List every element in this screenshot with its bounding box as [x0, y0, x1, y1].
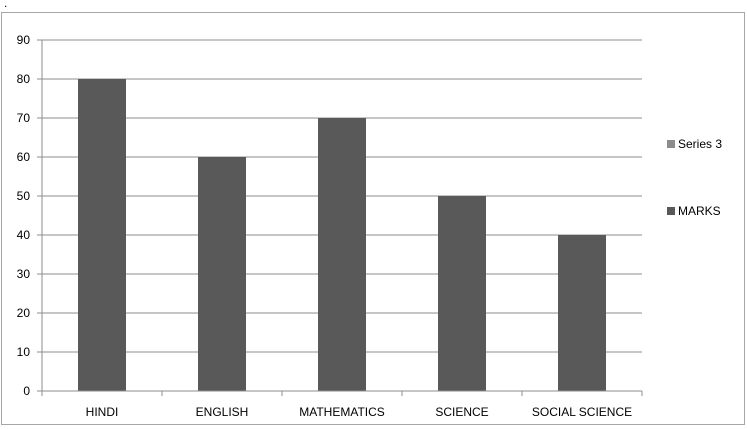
- legend-swatch: [667, 140, 675, 148]
- legend-swatch: [667, 207, 675, 215]
- y-tick-label: 90: [17, 33, 31, 47]
- corner-mark: .: [4, 0, 7, 10]
- x-tick-label: SOCIAL SCIENCE: [532, 405, 632, 419]
- x-tick-labels: HINDI ENGLISH MATHEMATICS SCIENCE SOCIAL SCI…: [41, 391, 643, 419]
- bar-hindi: [78, 79, 126, 391]
- bar-science: [438, 196, 486, 391]
- y-tick-label: 0: [23, 384, 30, 398]
- legend-label: MARKS: [678, 204, 721, 218]
- x-tick-label: MATHEMATICS: [299, 405, 385, 419]
- y-tick-label: 40: [17, 228, 31, 242]
- bar-english: [198, 157, 246, 391]
- y-tick-label: 20: [17, 306, 31, 320]
- y-tick-label: 80: [17, 72, 31, 86]
- y-tick-labels: 0 10 20 30 40 50 60 70 80 90: [17, 33, 42, 398]
- bar-social-science: [558, 235, 606, 391]
- legend-label: Series 3: [678, 137, 722, 151]
- y-tick-label: 10: [17, 345, 31, 359]
- x-tick-label: SCIENCE: [435, 405, 488, 419]
- y-tick-label: 30: [17, 267, 31, 281]
- x-tick-label: HINDI: [86, 405, 119, 419]
- y-tick-label: 60: [17, 150, 31, 164]
- axes: [41, 40, 642, 392]
- bar-mathematics: [318, 118, 366, 391]
- y-tick-label: 50: [17, 189, 31, 203]
- chart-border: [1, 12, 745, 425]
- bars: [78, 79, 606, 391]
- y-tick-label: 70: [17, 111, 31, 125]
- x-tick-label: ENGLISH: [196, 405, 249, 419]
- gridlines: [42, 39, 642, 353]
- legend: Series 3 MARKS: [667, 137, 722, 218]
